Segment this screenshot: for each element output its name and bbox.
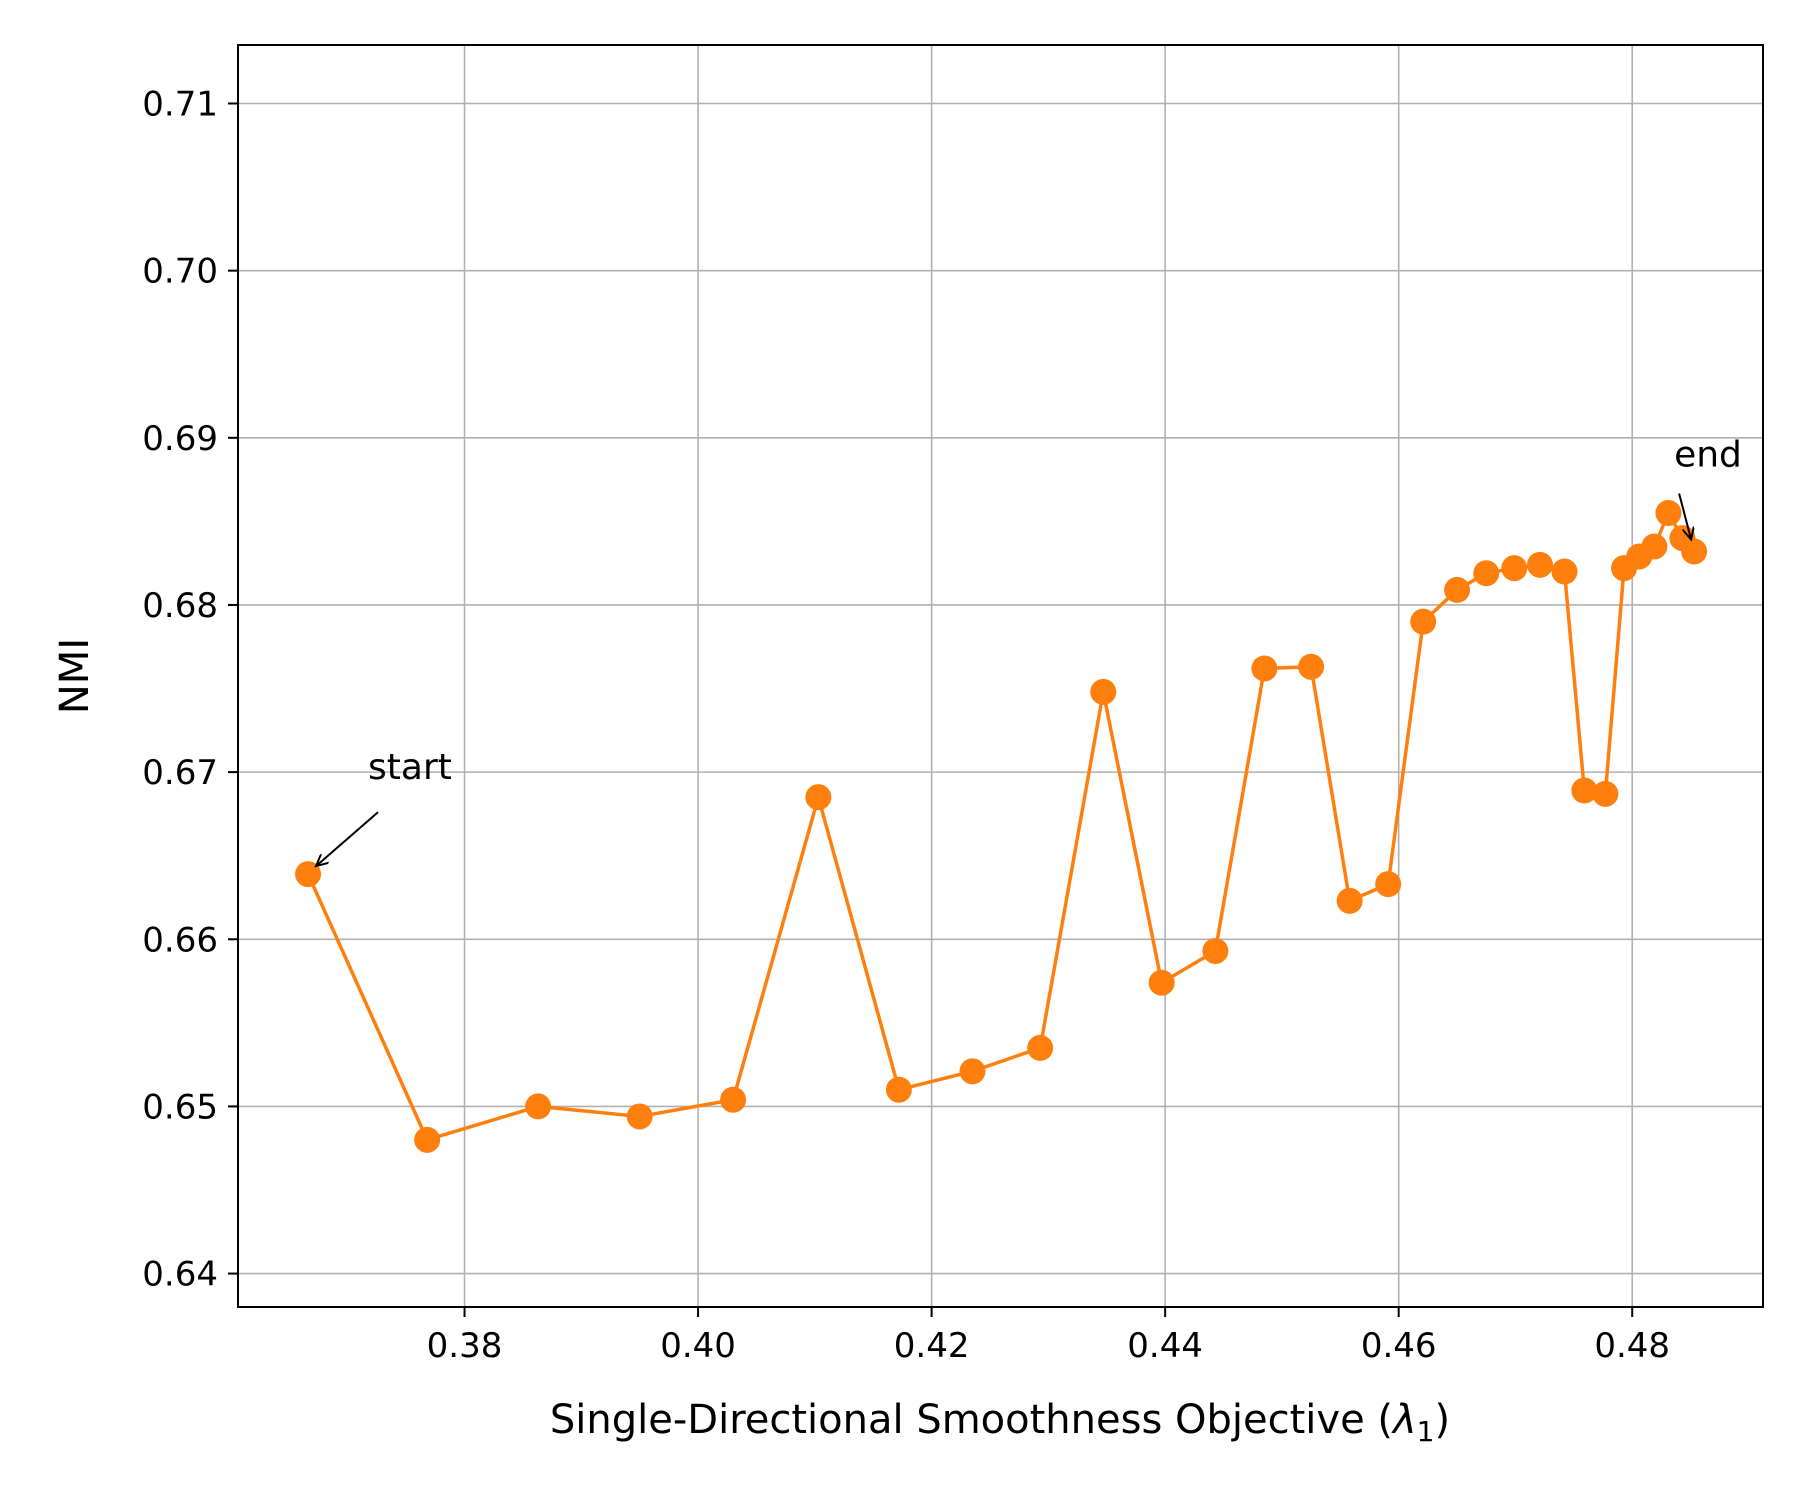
data-point	[1571, 777, 1598, 804]
data-point	[1251, 655, 1278, 682]
y-tick-label: 0.65	[142, 1087, 218, 1127]
plot-frame	[237, 44, 1764, 1308]
data-point	[525, 1093, 552, 1120]
annotation-start: start	[368, 747, 452, 788]
y-tick-label: 0.66	[142, 920, 218, 960]
x-tick-label: 0.46	[1361, 1326, 1437, 1366]
y-tick-label: 0.70	[142, 252, 218, 292]
x-tick-label: 0.44	[1127, 1326, 1203, 1366]
data-point	[885, 1076, 912, 1103]
x-tick-label: 0.38	[427, 1326, 503, 1366]
data-point	[1592, 780, 1619, 807]
x-tick-label: 0.48	[1594, 1326, 1670, 1366]
data-point	[414, 1126, 441, 1153]
annotation-end: end	[1674, 434, 1742, 475]
data-point	[1375, 871, 1402, 898]
x-tick-label: 0.40	[660, 1326, 736, 1366]
ticks-group: 0.38 0.40 0.42 0.44 0.46 0.48 0.64 0.65 0.66 0.67…	[142, 85, 1670, 1366]
data-point	[1681, 538, 1708, 565]
annotation-arrow	[316, 811, 379, 866]
data-point	[1202, 937, 1229, 964]
data-point	[1298, 653, 1325, 680]
y-tick-label: 0.64	[142, 1255, 218, 1295]
data-point	[805, 784, 832, 811]
y-axis-label: NMI	[52, 638, 98, 714]
data-point	[295, 861, 322, 888]
data-point	[1444, 576, 1471, 603]
data-point	[1501, 555, 1528, 582]
data-point	[1027, 1034, 1054, 1061]
data-point	[1148, 969, 1175, 996]
y-tick-label: 0.67	[142, 753, 218, 793]
x-tick-label: 0.42	[894, 1326, 970, 1366]
data-point	[1641, 533, 1668, 560]
data-point	[1526, 551, 1553, 578]
annotations-group: start end	[316, 434, 1742, 866]
y-tick-label: 0.71	[142, 85, 218, 125]
data-point	[1655, 500, 1682, 527]
data-point	[720, 1086, 747, 1113]
x-axis-label: Single-Directional Smoothness Objective …	[550, 1397, 1450, 1448]
series-group	[295, 500, 1708, 1153]
data-point	[1090, 678, 1117, 705]
data-point	[959, 1058, 986, 1085]
data-point	[1551, 558, 1578, 585]
grid-lines	[238, 45, 1763, 1307]
y-tick-label: 0.68	[142, 586, 218, 626]
data-point	[626, 1103, 653, 1130]
y-tick-label: 0.69	[142, 419, 218, 459]
data-point	[1410, 608, 1437, 635]
data-point	[1336, 887, 1363, 914]
annotation-arrow	[1678, 493, 1691, 539]
series-line	[306, 511, 1696, 1142]
data-point	[1473, 560, 1500, 587]
